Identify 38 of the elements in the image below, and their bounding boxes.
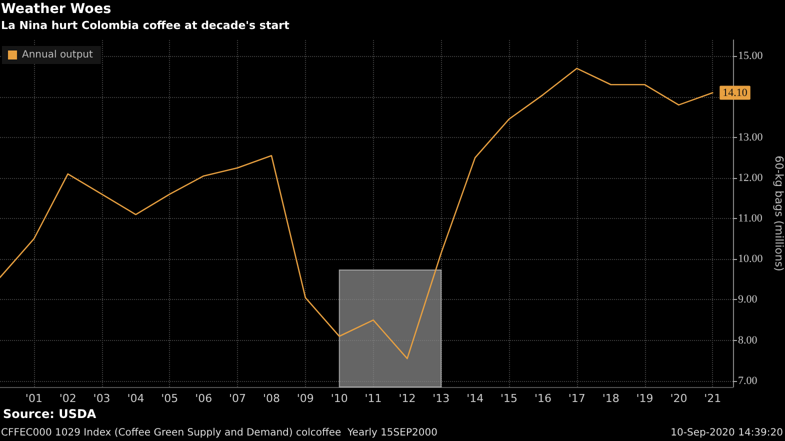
text: CFFEC000 1029 Index (Coffee Green Supply and Demand) colcoffee Yearly 15SEP2000 bbox=[1, 428, 438, 438]
source-note: Source: USDA bbox=[3, 407, 97, 421]
x-tick-label: '11 bbox=[364, 392, 382, 405]
x-tick-label: '17 bbox=[568, 392, 586, 405]
x-tick-label: '20 bbox=[670, 392, 688, 405]
x-tick-label: '08 bbox=[262, 392, 280, 405]
legend-label: Annual output bbox=[22, 50, 93, 60]
x-tick-label: '05 bbox=[161, 392, 178, 405]
x-tick-label: '16 bbox=[534, 392, 552, 405]
x-tick-label: '02 bbox=[59, 392, 76, 405]
x-tick-label: '18 bbox=[602, 392, 620, 405]
data-label: 14.10 bbox=[722, 86, 748, 99]
x-tick-label: '14 bbox=[466, 392, 484, 405]
chart-subtitle: La Nina hurt Colombia coffee at decade's start bbox=[1, 19, 290, 32]
text: 10-Sep-2020 14:39:20 bbox=[670, 428, 784, 438]
x-tick-label: '07 bbox=[229, 392, 246, 405]
y-tick-label: 11.00 bbox=[738, 212, 763, 225]
chart-title: Weather Woes bbox=[1, 1, 112, 17]
x-tick-label: '09 bbox=[296, 392, 314, 405]
y-axis-title: 60-kg bags (millions) bbox=[772, 156, 785, 272]
y-tick-label: 10.00 bbox=[738, 253, 764, 266]
y-tick-label: 12.00 bbox=[738, 172, 764, 184]
x-tick-label: '19 bbox=[636, 392, 654, 405]
x-tick-label: '15 bbox=[500, 392, 518, 405]
y-tick-label: 15.00 bbox=[738, 50, 764, 62]
x-tick-label: '13 bbox=[432, 392, 450, 405]
x-tick-label: '04 bbox=[127, 392, 144, 405]
y-tick-label: 7.00 bbox=[738, 374, 758, 387]
y-tick-label: 13.00 bbox=[738, 131, 764, 144]
y-tick-label: 9.00 bbox=[738, 294, 758, 306]
x-tick-label: '03 bbox=[93, 392, 110, 405]
x-tick-label: '06 bbox=[195, 392, 212, 405]
x-tick-label: '10 bbox=[330, 392, 348, 405]
x-tick-label: '12 bbox=[398, 392, 416, 405]
x-tick-label: '01 bbox=[25, 392, 42, 405]
x-tick-label: '21 bbox=[704, 392, 722, 405]
line-series bbox=[0, 68, 714, 360]
y-tick-label: 8.00 bbox=[738, 334, 758, 346]
